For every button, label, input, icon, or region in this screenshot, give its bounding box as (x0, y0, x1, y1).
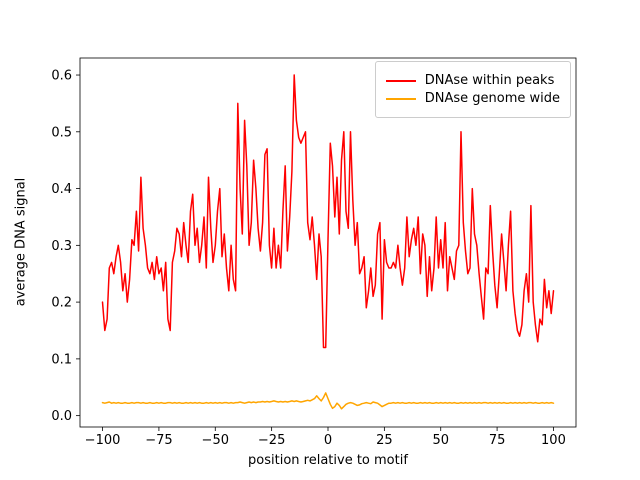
svg-text:0.5: 0.5 (51, 125, 72, 140)
x-axis-label: position relative to motif (248, 453, 408, 468)
legend-entry-dnase-genome-wide: DNAse genome wide (385, 91, 560, 106)
svg-text:−25: −25 (258, 433, 285, 448)
svg-text:−100: −100 (85, 433, 121, 448)
legend-entry-dnase-within-peaks: DNAse within peaks (385, 73, 560, 88)
svg-text:0.2: 0.2 (51, 296, 72, 311)
svg-text:0.0: 0.0 (51, 409, 72, 424)
svg-text:25: 25 (376, 433, 393, 448)
svg-text:0: 0 (324, 433, 332, 448)
red-line-swatch-icon (385, 79, 416, 82)
svg-text:75: 75 (489, 433, 506, 448)
svg-text:0.6: 0.6 (51, 69, 72, 84)
y-axis-label: average DNA signal (13, 177, 29, 307)
svg-text:−50: −50 (202, 433, 229, 448)
svg-text:0.1: 0.1 (51, 352, 72, 367)
legend: DNAse within peaks DNAse genome wide (374, 61, 571, 118)
svg-text:50: 50 (432, 433, 449, 448)
legend-label: DNAse genome wide (424, 91, 560, 106)
svg-text:0.4: 0.4 (51, 182, 72, 197)
legend-label: DNAse within peaks (424, 73, 555, 88)
orange-line-swatch-icon (385, 97, 416, 100)
svg-text:100: 100 (541, 433, 566, 448)
svg-text:−75: −75 (145, 433, 172, 448)
svg-text:0.3: 0.3 (51, 239, 72, 254)
